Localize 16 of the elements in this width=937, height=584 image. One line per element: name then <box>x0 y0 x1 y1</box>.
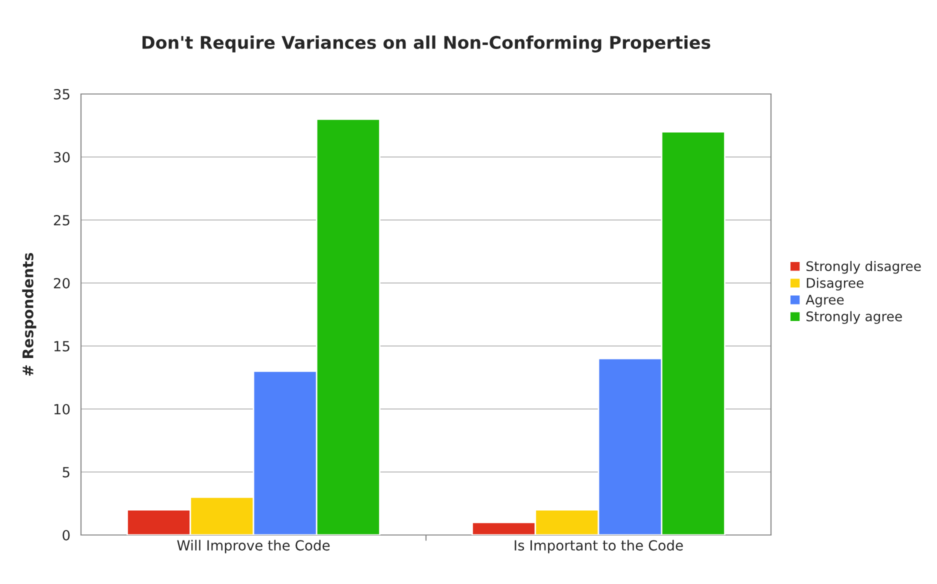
y-tick-label: 30 <box>54 152 70 162</box>
legend-label: Agree <box>806 294 844 308</box>
legend-label: Strongly agree <box>806 311 902 324</box>
y-tick-label: 0 <box>62 530 70 540</box>
y-tick-label: 25 <box>54 214 70 226</box>
y-tick-label: 20 <box>54 278 70 288</box>
y-axis-title: # Respondents <box>22 253 36 376</box>
chart-title: Don't Require Variances on all Non-Conforming Properties <box>142 36 710 52</box>
x-tick-label: Will Improve the Code <box>177 540 330 554</box>
y-tick-label: 10 <box>54 404 70 414</box>
y-tick-label: 15 <box>54 341 70 352</box>
y-tick-label: 35 <box>54 88 70 100</box>
y-tick-label: 5 <box>62 467 70 478</box>
legend-label: Disagree <box>806 278 864 290</box>
legend-label: Strongly disagree <box>806 260 921 274</box>
x-tick-label: Is Important to the Code <box>514 540 683 554</box>
